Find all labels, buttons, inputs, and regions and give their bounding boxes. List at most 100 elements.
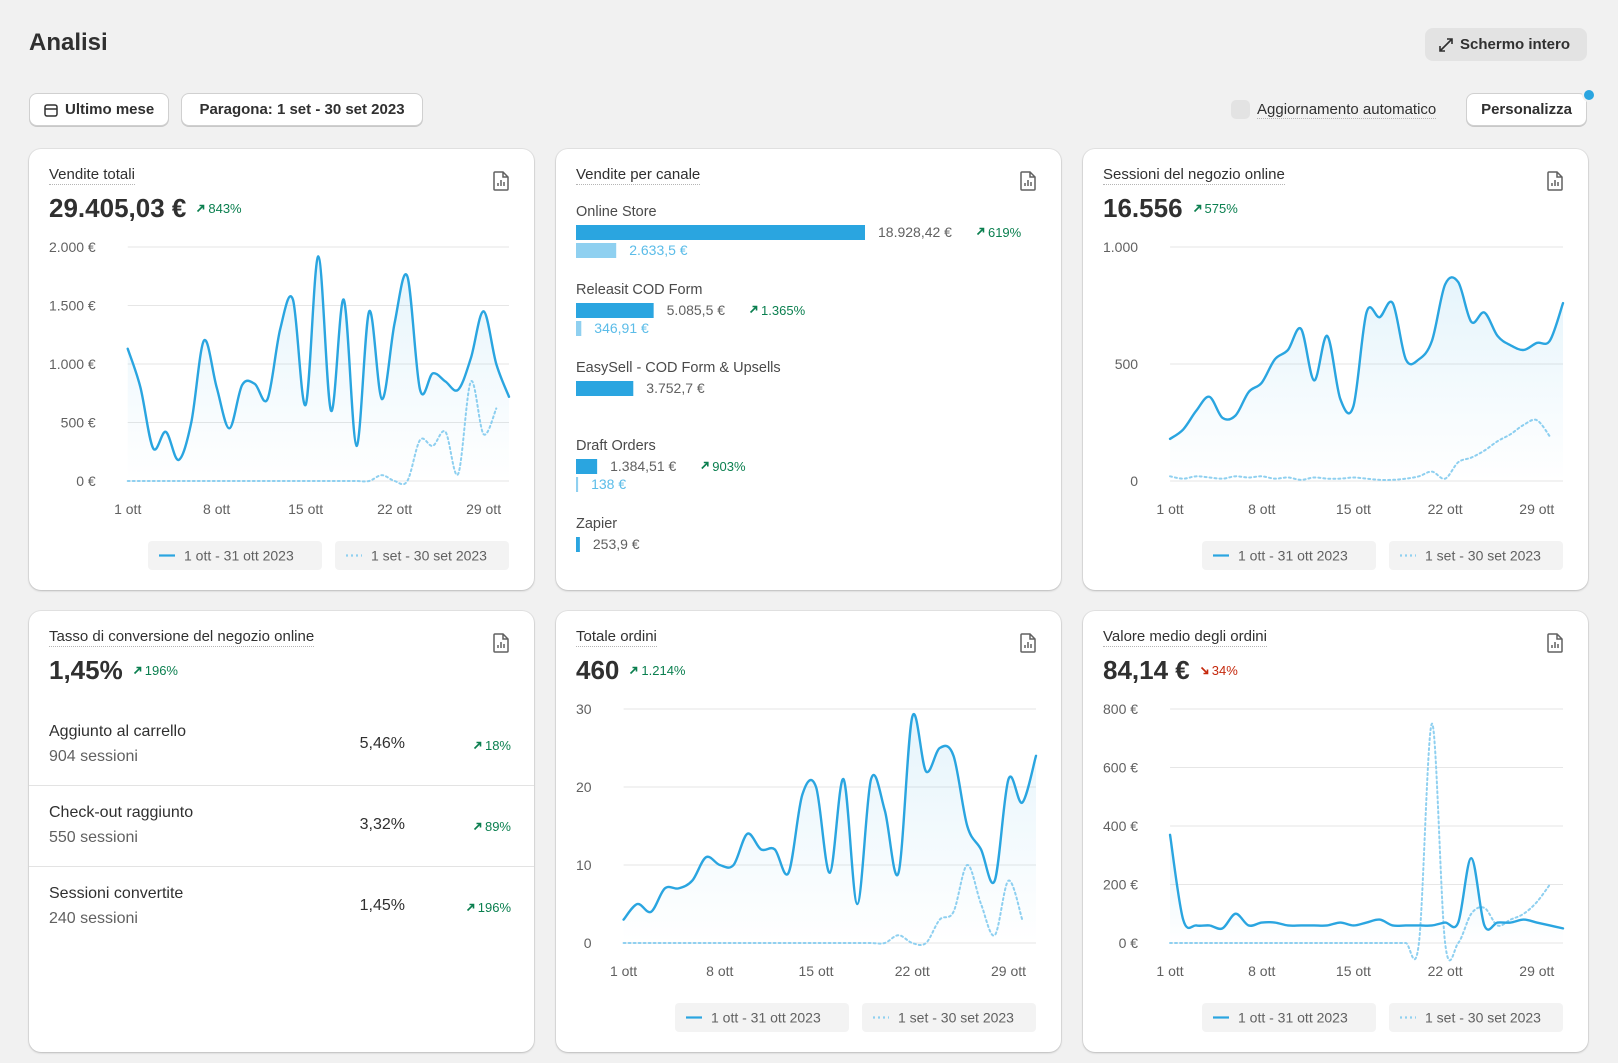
export-icon [1547,633,1563,653]
auto-refresh-label: Aggiornamento automatico [1257,101,1437,119]
card-title: Vendite totali [49,166,135,185]
change-value: 196% [144,663,178,678]
button-label: Ultimo mese [65,101,155,118]
icon-path [1020,171,1036,191]
value-label: 5.085,5 € [667,302,726,318]
change-value: 619% [988,225,1022,240]
arrow-path [473,822,482,831]
y-tick-label: 0 [1130,473,1138,489]
icon-path [493,633,509,653]
kpi-value: 1,45% [49,655,123,685]
kpi: 84,14 € 34% [1103,655,1238,686]
previous-bar [576,321,582,336]
legend-label: 1 ott - 31 ott 2023 [1238,1010,1348,1026]
trend-arrow [1200,666,1209,675]
change: 89% [473,819,511,834]
y-tick-label: 600 € [1103,760,1138,776]
change: 18% [473,738,511,753]
x-tick-label: 15 ott [799,963,834,979]
change: 1.214% [629,663,685,678]
icon-path [1020,633,1036,653]
card-title: Sessioni del negozio online [1103,166,1285,185]
trend-arrow [749,305,758,314]
x-tick-label: 29 ott [1519,963,1554,979]
previous-bar [576,243,617,258]
card-title: Vendite per canale [576,166,701,185]
value-label: 253,9 € [593,536,640,552]
y-tick-label: 0 € [1119,935,1139,951]
arrow-path [133,666,142,675]
line-chart: 0 500 1.000 1 ott 8 ott 15 ott 22 ott 29 ott 1 o… [1103,239,1565,570]
x-tick-label: 1 ott [114,501,141,517]
kpi: 16.556 575% [1103,193,1238,224]
arrow-path [1200,666,1209,675]
legend-box [1202,1003,1376,1032]
row-label: Sessioni convertite [49,885,184,902]
previous-bar [576,477,579,492]
fullscreen-button[interactable]: Schermo intero [1425,28,1587,61]
legend-label: 1 ott - 31 ott 2023 [184,548,294,564]
change-value: 1.214% [641,663,686,678]
channel-name: Releasit COD Form [576,282,703,298]
x-tick-label: 29 ott [466,501,501,517]
channel-name: Zapier [576,516,617,532]
change-value: 34% [1211,663,1238,678]
icon-path [1547,171,1563,191]
line-chart: 0 10 20 30 1 ott 8 ott 15 ott 22 ott 29 ott 1 ott… [576,701,1038,1032]
trend-arrow [466,903,475,912]
export-icon [1547,171,1563,191]
x-tick-label: 22 ott [1428,963,1463,979]
channel-name: EasySell - COD Form & Upsells [576,360,781,376]
row-sessions: 550 sessioni [49,829,138,846]
trend-arrow [976,227,985,236]
previous-label: 2.633,5 € [629,242,688,258]
button-label: Paragona: 1 set - 30 set 2023 [199,101,405,118]
row-divider [29,866,534,867]
row-value: 5,46% [359,735,405,752]
legend-label: 1 set - 30 set 2023 [898,1010,1014,1026]
compare-button[interactable]: Paragona: 1 set - 30 set 2023 [181,93,423,126]
period-button[interactable]: Ultimo mese [29,93,169,126]
x-tick-label: 8 ott [1248,501,1275,517]
auto-refresh-checkbox[interactable] [1231,100,1250,119]
page-title: Analisi [29,29,108,56]
y-tick-label: 400 € [1103,818,1138,834]
series-line [1168,276,1565,441]
icon-path [1547,633,1563,653]
series-line [126,255,511,462]
kpi-value: 16.556 [1103,193,1183,223]
notification-dot [1582,88,1596,102]
series-line [622,712,1038,921]
change-value: 89% [484,819,511,834]
legend-box [335,541,509,570]
trend-arrow [1193,204,1201,213]
area [1170,834,1563,943]
area [127,256,509,481]
kpi: 29.405,03 € 843% [49,193,242,224]
x-tick-label: 8 ott [203,501,230,517]
kpi: 1,45% 196% [49,655,178,686]
trend-arrow [197,204,205,213]
y-tick-label: 500 € [61,415,96,431]
x-tick-label: 1 ott [1156,501,1183,517]
series-line [1168,833,1565,931]
card-title: Tasso di conversione del negozio online [49,628,315,647]
change-value: 843% [208,201,242,216]
bar [576,225,865,240]
arrow-path [197,204,205,213]
change-value: 18% [484,738,511,753]
legend-label: 1 set - 30 set 2023 [371,548,487,564]
bar [576,537,580,552]
customize-button[interactable]: Personalizza [1466,93,1587,126]
button-label: Schermo intero [1460,36,1571,53]
legend-box [1389,1003,1563,1032]
x-tick-label: 22 ott [895,963,930,979]
legend-label: 1 set - 30 set 2023 [1425,548,1541,564]
row-value: 1,45% [359,897,405,914]
y-tick-label: 1.500 € [49,298,96,314]
legend-box [148,541,322,570]
expand-icon [1439,37,1453,52]
card: Sessioni del negozio online 16.556 575% 0 50… [1083,149,1588,590]
change-value: 575% [1204,201,1238,216]
